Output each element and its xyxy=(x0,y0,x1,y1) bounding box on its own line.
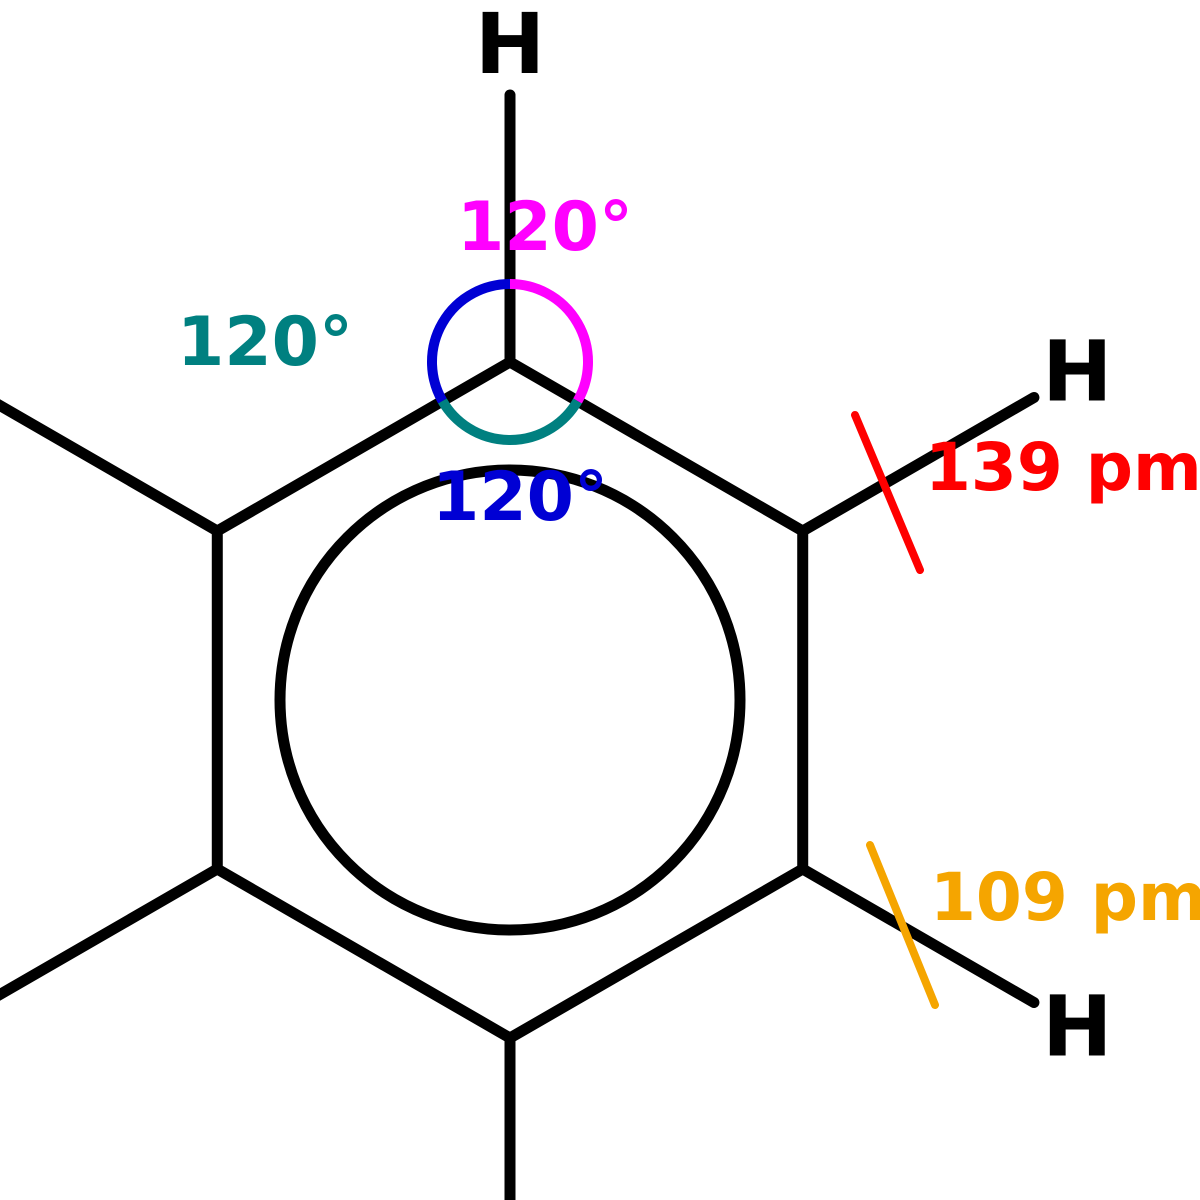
ch-bond-1 xyxy=(0,398,217,532)
measure-label-ch: 109 pm xyxy=(930,859,1200,936)
hydrogen-label-0: H xyxy=(475,0,545,93)
angle-label-magenta: 120° xyxy=(457,188,633,267)
measure-label-cc: 139 pm xyxy=(925,429,1200,506)
angle-label-blue: 120° xyxy=(432,458,608,537)
angle-label-teal: 120° xyxy=(177,303,353,382)
angle-arc-2 xyxy=(442,401,577,440)
aromatic-ring-circle xyxy=(280,470,740,930)
ch-bond-2 xyxy=(0,869,217,1003)
benzene-geometry-diagram: HHHHHH120°120°120°139 pm109 pm xyxy=(0,0,1200,1200)
hydrogen-label-5: H xyxy=(1042,323,1112,421)
hydrogen-label-4: H xyxy=(1042,978,1112,1076)
measure-line-ch xyxy=(870,845,935,1005)
